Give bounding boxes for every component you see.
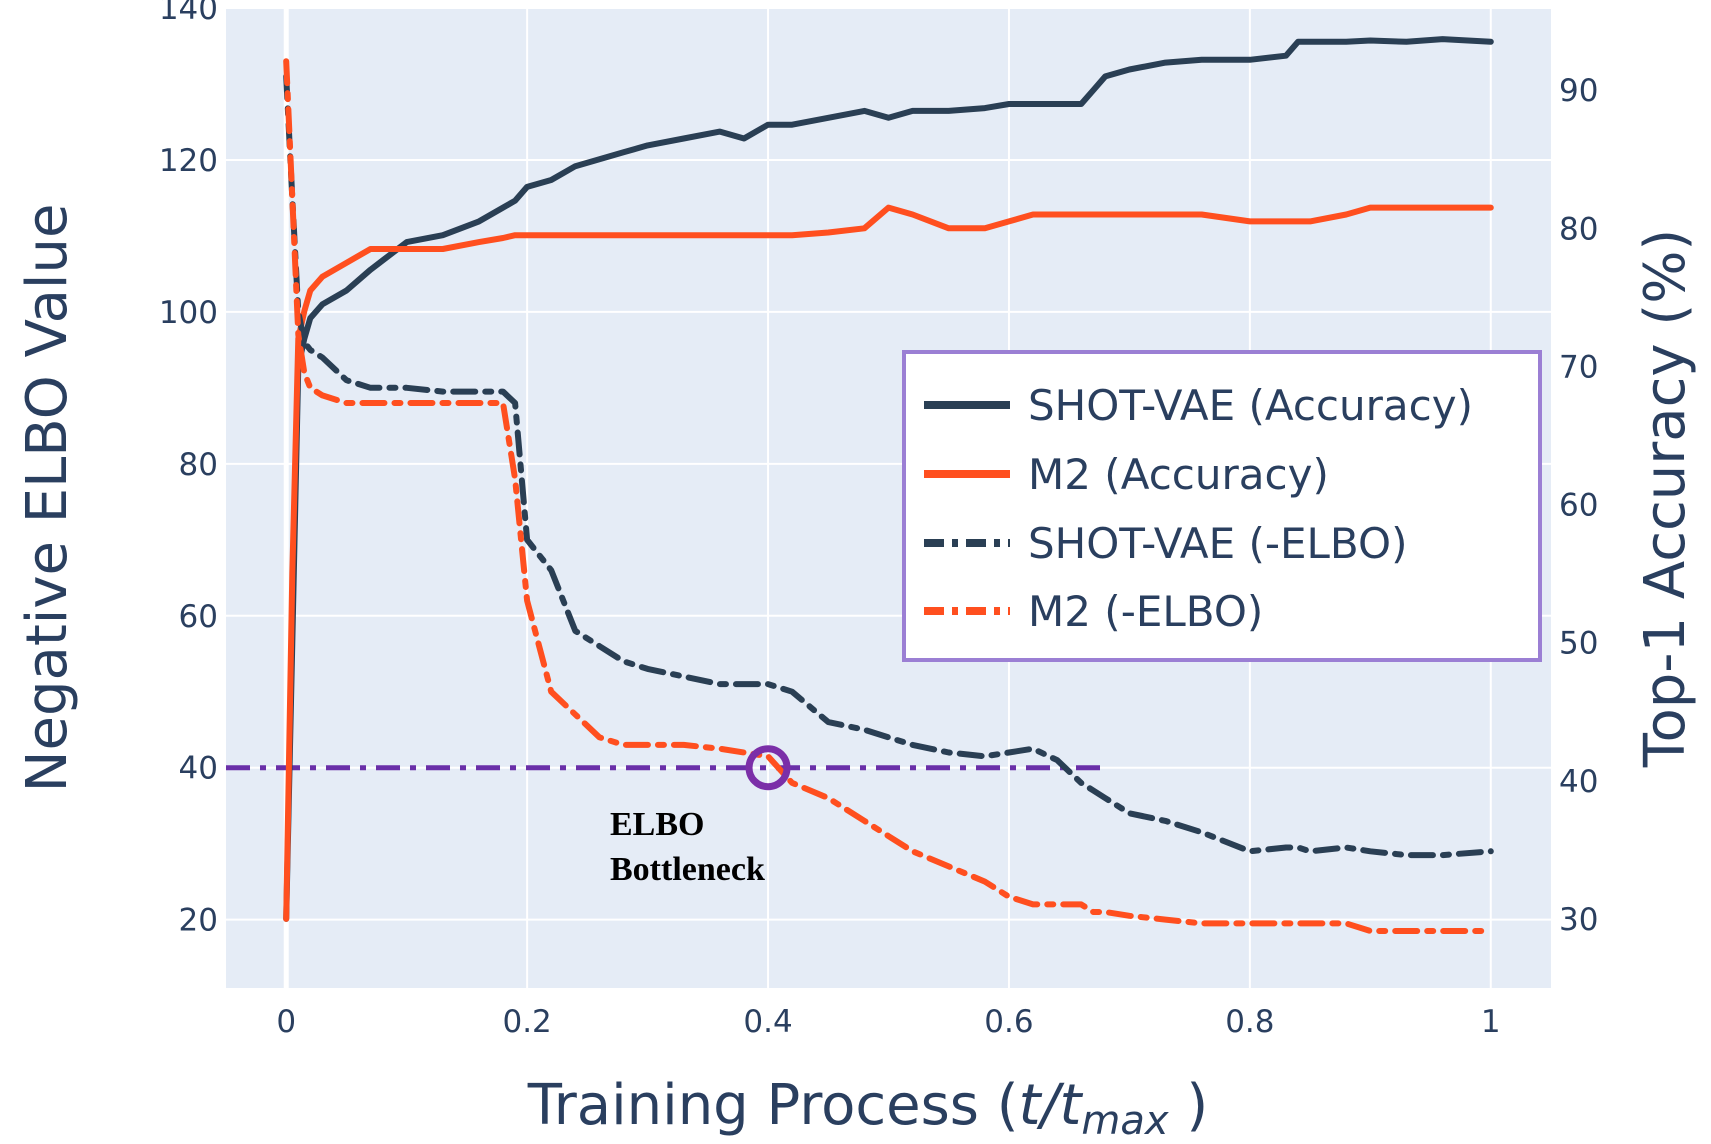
- left-tick-label-60: 60: [179, 599, 218, 635]
- x-axis-ticks: 0 0.2 0.4 0.6 0.8 1: [276, 1004, 1500, 1040]
- left-axis-ticks: 20 40 60 80 100 120 140: [159, 0, 218, 939]
- right-tick-label-50: 50: [1559, 626, 1598, 662]
- left-tick-label-100: 100: [159, 295, 218, 331]
- series-line-shot-vae-elbo: [283, 73, 1494, 859]
- annotation-line-2: Bottleneck: [610, 851, 765, 888]
- legend-label-m2-elbo: M2 (-ELBO): [1028, 587, 1263, 636]
- x-axis-title-var: t/t: [1019, 1073, 1084, 1138]
- right-tick-label-60: 60: [1559, 488, 1598, 524]
- right-tick-label-40: 40: [1559, 764, 1598, 800]
- bottleneck-marker: [745, 745, 791, 791]
- left-tick-label-80: 80: [179, 447, 218, 483]
- right-tick-label-80: 80: [1559, 211, 1598, 247]
- legend-label-shot-vae-elbo: SHOT-VAE (-ELBO): [1028, 519, 1407, 568]
- series-line-m2-elbo: [283, 58, 1494, 934]
- left-tick-label-140: 140: [159, 0, 218, 27]
- legend-label-shot-vae-accuracy: SHOT-VAE (Accuracy): [1028, 381, 1473, 430]
- left-tick-label-40: 40: [179, 751, 218, 787]
- y-left-axis-title: Negative ELBO Value: [15, 204, 80, 793]
- x-tick-label-0: 0: [276, 1004, 296, 1040]
- right-tick-label-90: 90: [1559, 73, 1598, 109]
- left-tick-label-120: 120: [159, 143, 218, 179]
- annotation-line-1: ELBO: [610, 806, 704, 843]
- left-tick-label-20: 20: [179, 903, 218, 939]
- right-axis-ticks: 30 40 50 60 70 80 90: [1559, 73, 1598, 938]
- annotation: ELBO Bottleneck: [610, 806, 765, 888]
- legend-label-m2-accuracy: M2 (Accuracy): [1028, 450, 1329, 499]
- y-right-axis-title: Top-1 Accuracy (%): [1633, 229, 1698, 769]
- legend: SHOT-VAE (Accuracy) M2 (Accuracy) SHOT-V…: [902, 350, 1542, 662]
- x-tick-label-0-4: 0.4: [743, 1004, 792, 1040]
- x-axis-title: Training Process (t/tmax ): [527, 1073, 1208, 1144]
- right-tick-label-30: 30: [1559, 902, 1598, 938]
- series-line-m2-accuracy: [283, 204, 1494, 922]
- bottleneck-circle: [745, 745, 791, 791]
- x-tick-label-0-2: 0.2: [502, 1004, 551, 1040]
- right-tick-label-70: 70: [1559, 349, 1598, 385]
- x-tick-label-1: 1: [1481, 1004, 1501, 1040]
- x-axis-title-sub: max: [1081, 1098, 1168, 1144]
- series-group: [283, 36, 1494, 934]
- x-tick-label-0-8: 0.8: [1225, 1004, 1274, 1040]
- x-tick-label-0-6: 0.6: [984, 1004, 1033, 1040]
- x-axis-title-prefix: Training Process (: [527, 1073, 1019, 1138]
- x-axis-title-suffix: ): [1169, 1073, 1209, 1138]
